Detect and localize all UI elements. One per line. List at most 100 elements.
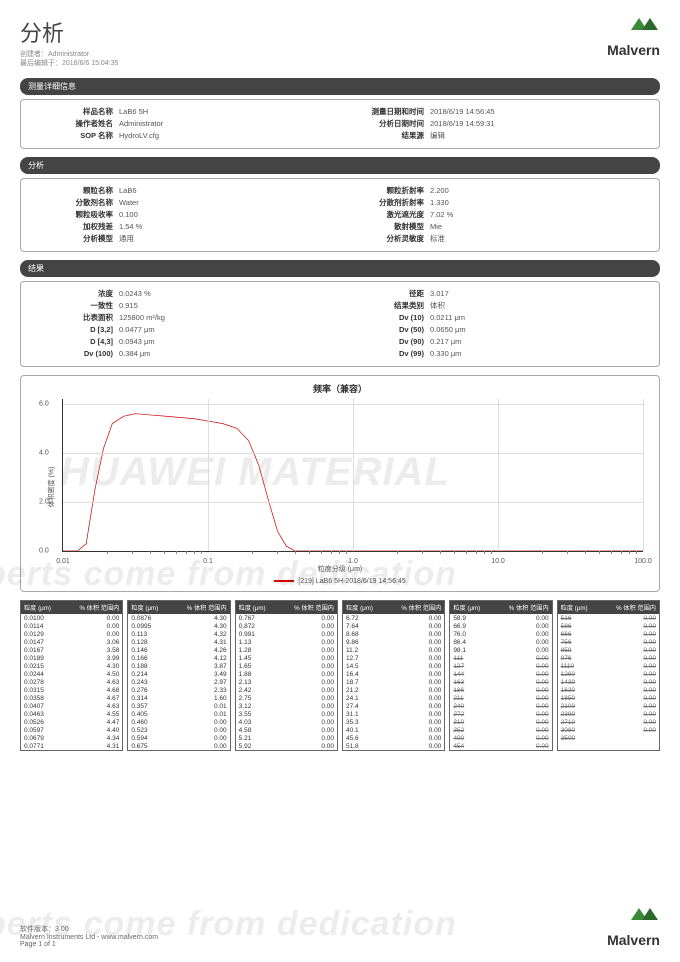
table-row: 21000.00 bbox=[558, 702, 659, 710]
table-row: 5.210.00 bbox=[236, 734, 337, 742]
table-row: 5860.00 bbox=[558, 622, 659, 630]
info-label: 浓度 bbox=[29, 288, 119, 300]
cell-value: 0.00 bbox=[185, 743, 226, 750]
table-row: 1.650.00 bbox=[236, 662, 337, 670]
cell-value: 0.00 bbox=[78, 615, 119, 622]
cell-size: 0.0679 bbox=[24, 735, 78, 742]
cell-size: 21.2 bbox=[346, 687, 400, 694]
cell-size: 76.0 bbox=[453, 631, 507, 638]
cell-size: 0.0189 bbox=[24, 655, 78, 662]
cell-size: 859 bbox=[561, 647, 615, 654]
cell-size: 0.0463 bbox=[24, 711, 78, 718]
info-row: 加权残差1.54 % bbox=[29, 221, 340, 233]
x-minor-tick bbox=[629, 551, 630, 554]
table-row: 0.08764.30 bbox=[128, 614, 229, 622]
cell-size: 400 bbox=[453, 735, 507, 742]
x-minor-tick bbox=[542, 551, 543, 554]
cell-size: 111 bbox=[453, 655, 507, 662]
cell-size: 186 bbox=[453, 687, 507, 694]
col-header: % 体积 范围内 bbox=[400, 603, 441, 612]
col-header: 粒度 (μm) bbox=[131, 603, 185, 612]
info-row: 分析模型通用 bbox=[29, 233, 340, 245]
x-minor-tick bbox=[476, 551, 477, 554]
cell-size: 240 bbox=[453, 703, 507, 710]
cell-size: 272 bbox=[453, 711, 507, 718]
cell-value: 0.00 bbox=[293, 743, 334, 750]
cell-size: 0.128 bbox=[131, 639, 185, 646]
table-row: 0.1284.31 bbox=[128, 638, 229, 646]
cell-value: 0.00 bbox=[293, 687, 334, 694]
info-label: Dv (90) bbox=[340, 336, 430, 348]
cell-value: 0.00 bbox=[507, 719, 548, 726]
info-value: 0.330 μm bbox=[430, 348, 461, 360]
table-header: 粒度 (μm)% 体积 范围内 bbox=[343, 601, 444, 614]
cell-value: 3.99 bbox=[78, 655, 119, 662]
info-row: 样品名称LaB6 5H bbox=[29, 106, 340, 118]
cell-value: 0.00 bbox=[293, 671, 334, 678]
table-row: 0.01000.00 bbox=[21, 614, 122, 622]
x-minor-tick bbox=[621, 551, 622, 554]
col-header: % 体积 范围内 bbox=[293, 603, 334, 612]
table-row: 4.580.00 bbox=[236, 726, 337, 734]
info-row: D [3,2]0.0477 μm bbox=[29, 324, 340, 336]
chart-x-label: 粒度分级 (μm) bbox=[318, 564, 362, 574]
cell-size: 16.4 bbox=[346, 671, 400, 678]
col-header: 粒度 (μm) bbox=[24, 603, 78, 612]
x-minor-tick bbox=[201, 551, 202, 554]
cell-size: 27.4 bbox=[346, 703, 400, 710]
cell-value: 0.00 bbox=[615, 671, 656, 678]
cell-value: 0.00 bbox=[400, 735, 441, 742]
table-row: 66.90.00 bbox=[450, 622, 551, 630]
x-minor-tick bbox=[339, 551, 340, 554]
cell-value: 0.00 bbox=[615, 711, 656, 718]
table-row: 0.1464.26 bbox=[128, 646, 229, 654]
table-row: 11100.00 bbox=[558, 662, 659, 670]
cell-size: 3.12 bbox=[239, 703, 293, 710]
cell-value: 4.26 bbox=[185, 647, 226, 654]
table-row: 3100.00 bbox=[450, 718, 551, 726]
cell-size: 1630 bbox=[561, 687, 615, 694]
data-table: 粒度 (μm)% 体积 范围内58.90.0066.90.0076.00.008… bbox=[449, 600, 552, 751]
cell-value: 0.00 bbox=[507, 727, 548, 734]
edited-label: 最后编辑于： bbox=[20, 60, 62, 67]
info-row: 一致性0.915 bbox=[29, 300, 340, 312]
cell-value: 4.55 bbox=[78, 711, 119, 718]
x-minor-tick bbox=[194, 551, 195, 554]
cell-value: 0.00 bbox=[615, 679, 656, 686]
cell-value: 0.00 bbox=[293, 623, 334, 630]
table-row: 0.09954.30 bbox=[128, 622, 229, 630]
cell-size: 0.0315 bbox=[24, 687, 78, 694]
grid-line-v bbox=[353, 399, 354, 551]
x-minor-tick bbox=[107, 551, 108, 554]
col-header: % 体积 范围内 bbox=[507, 603, 548, 612]
cell-size: 2100 bbox=[561, 703, 615, 710]
cell-value: 0.00 bbox=[400, 695, 441, 702]
footer-logo-text: Malvern bbox=[607, 932, 660, 948]
cell-value: 0.00 bbox=[293, 735, 334, 742]
cell-value: 3.06 bbox=[78, 639, 119, 646]
x-minor-tick bbox=[611, 551, 612, 554]
cell-value: 0.00 bbox=[615, 695, 656, 702]
cell-value: 0.00 bbox=[400, 615, 441, 622]
cell-value: 4.34 bbox=[78, 735, 119, 742]
footer-company: Malvern Instruments Ltd - www.malvern.co… bbox=[20, 934, 158, 941]
table-row: 14300.00 bbox=[558, 678, 659, 686]
cell-size: 0.0114 bbox=[24, 623, 78, 630]
cell-value: 4.30 bbox=[185, 623, 226, 630]
cell-value: 0.00 bbox=[400, 711, 441, 718]
x-tick-label: 100.0 bbox=[634, 558, 652, 565]
table-row: 0.06794.34 bbox=[21, 734, 122, 742]
table-row: 0.4600.00 bbox=[128, 718, 229, 726]
table-row: 31.10.00 bbox=[343, 710, 444, 718]
col-header: 粒度 (μm) bbox=[239, 603, 293, 612]
table-row: 8.680.00 bbox=[343, 630, 444, 638]
cell-size: 0.166 bbox=[131, 655, 185, 662]
cell-value: 0.00 bbox=[185, 727, 226, 734]
cell-size: 127 bbox=[453, 663, 507, 670]
table-row: 18500.00 bbox=[558, 694, 659, 702]
data-table: 粒度 (μm)% 体积 范围内5160.005860.006660.007560… bbox=[557, 600, 660, 751]
cell-value: 4.47 bbox=[78, 719, 119, 726]
info-label: 分析模型 bbox=[29, 233, 119, 245]
col-header: % 体积 范围内 bbox=[78, 603, 119, 612]
cell-value: 4.30 bbox=[78, 663, 119, 670]
